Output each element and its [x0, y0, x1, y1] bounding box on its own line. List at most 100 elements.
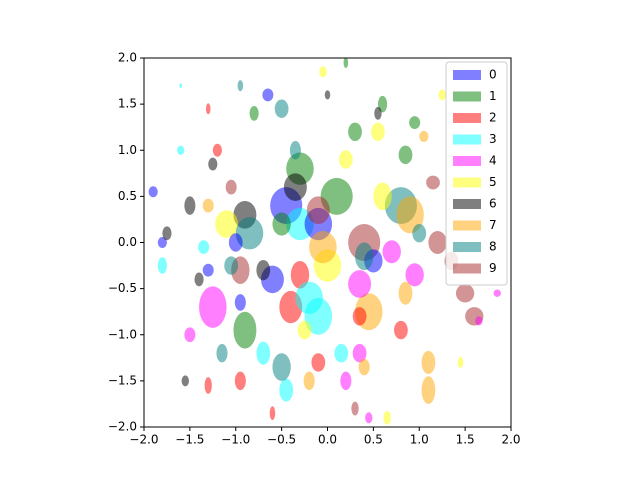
- ellipse-point: [394, 320, 408, 340]
- ellipse-point: [148, 186, 158, 198]
- ellipse-point: [256, 341, 271, 365]
- ellipse-point: [311, 353, 326, 372]
- x-tick-label: 2.0: [501, 433, 520, 447]
- ellipse-point: [202, 263, 214, 277]
- legend-swatch: [453, 156, 481, 166]
- y-tick-label: 0.5: [118, 189, 137, 203]
- ellipse-point: [455, 284, 475, 303]
- ellipse-point: [290, 260, 310, 289]
- y-tick-label: −1.5: [108, 373, 137, 387]
- ellipse-point: [348, 270, 372, 298]
- ellipse-point: [421, 350, 436, 374]
- y-tick-label: −1.0: [108, 327, 137, 341]
- ellipse-point: [208, 157, 218, 171]
- ellipse-point: [343, 58, 349, 69]
- x-tick-label: −1.0: [221, 433, 250, 447]
- ellipse-point: [181, 375, 189, 387]
- ellipse-point: [297, 320, 312, 340]
- legend-swatch: [453, 70, 481, 80]
- y-tick-label: 2.0: [118, 51, 137, 65]
- ellipse-point: [295, 281, 323, 314]
- y-tick-label: −2.0: [108, 420, 137, 434]
- ellipse-point: [324, 90, 331, 100]
- legend-label: 7: [489, 218, 497, 232]
- ellipse-point: [184, 196, 196, 215]
- legend-label: 5: [489, 175, 497, 189]
- legend-swatch: [453, 113, 481, 123]
- ellipse-point: [438, 89, 446, 101]
- ellipse-point: [382, 240, 401, 264]
- ellipse-point: [355, 242, 374, 271]
- ellipse-point: [157, 257, 167, 274]
- legend-swatch: [453, 199, 481, 209]
- legend-swatch: [453, 242, 481, 252]
- x-tick-label: −1.5: [175, 433, 204, 447]
- ellipse-point: [426, 175, 440, 190]
- ellipse-point: [412, 224, 427, 243]
- ellipse-point: [262, 88, 274, 102]
- ellipse-point: [365, 412, 373, 424]
- legend-label: 4: [489, 154, 497, 168]
- ellipse-point: [237, 80, 244, 92]
- ellipse-point: [289, 141, 301, 160]
- x-tick-label: −2.0: [129, 433, 158, 447]
- ellipse-point: [235, 217, 264, 250]
- ellipse-point: [212, 143, 222, 157]
- ellipse-point: [256, 260, 271, 281]
- ellipse-point: [371, 122, 385, 142]
- ellipse-point: [334, 343, 349, 363]
- ellipse-point: [198, 240, 210, 255]
- ellipse-point: [184, 327, 196, 343]
- x-tick-label: 0.0: [318, 433, 337, 447]
- y-tick-label: −0.5: [108, 281, 137, 295]
- legend-label: 1: [489, 89, 497, 103]
- ellipse-point: [409, 116, 421, 130]
- ellipse-point: [162, 226, 172, 241]
- x-tick-label: 0.5: [364, 433, 383, 447]
- y-tick-label: 0.0: [118, 235, 137, 249]
- ellipse-point: [177, 145, 185, 155]
- legend-label: 9: [489, 261, 497, 275]
- legend-swatch: [453, 220, 481, 231]
- x-tick-label: 1.5: [456, 433, 475, 447]
- legend-swatch: [453, 134, 481, 145]
- ellipse-point: [319, 66, 327, 78]
- legend-label: 6: [489, 197, 497, 211]
- ellipse-point: [396, 196, 424, 234]
- ellipse-point: [338, 150, 353, 169]
- ellipse-point: [405, 263, 424, 287]
- ellipse-point: [199, 286, 227, 328]
- legend-swatch: [453, 91, 481, 102]
- ellipse-point: [274, 99, 289, 118]
- ellipse-point: [352, 307, 367, 326]
- ellipse-point: [421, 376, 436, 404]
- ellipse-point: [225, 179, 237, 195]
- ellipse-point: [419, 130, 429, 142]
- ellipse-point: [398, 281, 413, 305]
- ellipse-point: [204, 377, 212, 394]
- ellipse-point: [224, 256, 239, 275]
- ellipse-point: [475, 316, 483, 326]
- ellipse-point: [309, 230, 337, 264]
- legend-label: 8: [489, 240, 497, 254]
- legend-swatch: [453, 263, 481, 274]
- ellipse-point: [348, 122, 362, 142]
- ellipse-point: [306, 196, 330, 225]
- ellipse-point: [358, 358, 370, 376]
- x-tick-label: 1.0: [410, 433, 429, 447]
- ellipse-point: [428, 230, 447, 255]
- ellipse-point: [216, 343, 228, 363]
- ellipse-point: [383, 410, 391, 425]
- x-tick-label: −0.5: [267, 433, 296, 447]
- y-tick-label: 1.0: [118, 143, 137, 157]
- ellipse-point: [351, 401, 359, 416]
- ellipse-point: [272, 212, 291, 236]
- overlay: −2.0 −1.5 −1.0 −0.5 0.0 0.5 1.0 1.5 2.0 −2.0 −1.5 −…: [108, 51, 521, 447]
- ellipse-point: [398, 145, 413, 165]
- ellipse-point: [234, 294, 246, 311]
- ellipse-point: [283, 173, 307, 201]
- ellipse-point: [233, 311, 257, 349]
- legend-label: 2: [489, 111, 497, 125]
- ellipse-point: [352, 343, 367, 363]
